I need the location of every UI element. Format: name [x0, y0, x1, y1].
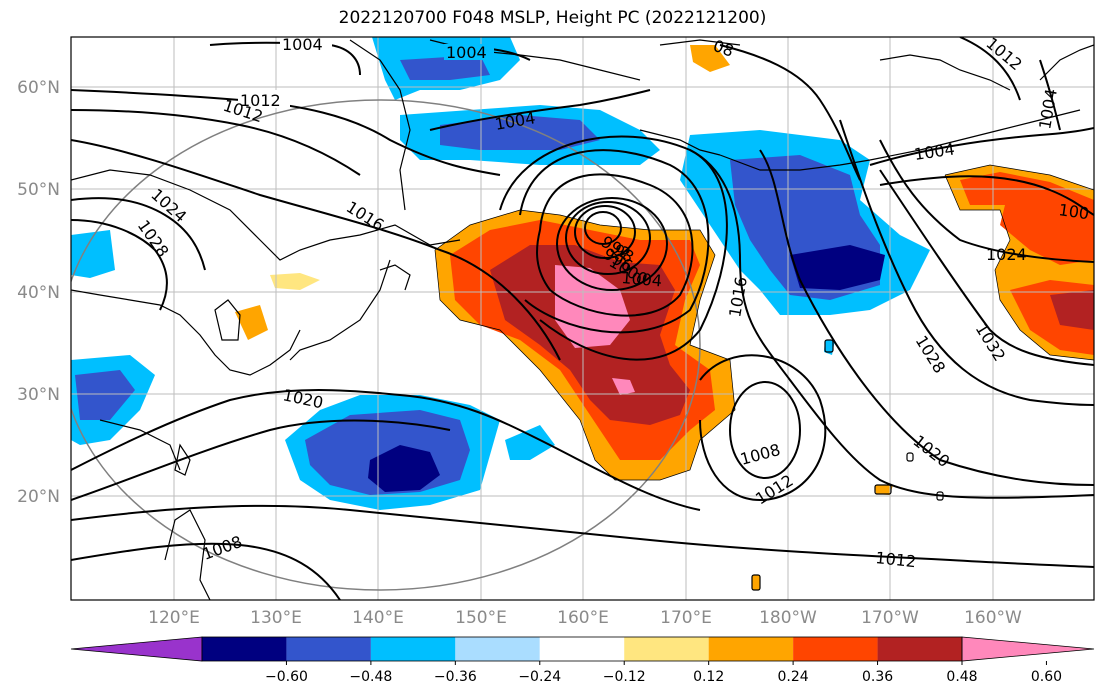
lon-label: 160°W: [964, 608, 1022, 628]
colorbar-tick-label: −0.48: [349, 669, 392, 685]
lon-label: 120°E: [148, 608, 200, 628]
colorbar-tick-label: 0.24: [778, 669, 809, 685]
domain-circle: [71, 99, 701, 591]
colorbar-segment: [793, 637, 878, 661]
lat-label: 60°N: [17, 78, 60, 98]
colorbar-tick-label: −0.24: [518, 669, 561, 685]
colorbar-tick-label: −0.60: [265, 669, 308, 685]
colorbar-segment: [624, 637, 709, 661]
colorbar-tick-label: −0.12: [603, 669, 646, 685]
colorbar-segment: [877, 637, 962, 661]
graticule: [71, 37, 1094, 600]
colorbar-ticks: −0.60 −0.48 −0.36 −0.24 −0.12 0.12 0.24 0.36 0.4…: [265, 661, 1062, 685]
small-anomaly-patches: [235, 45, 893, 590]
lon-label: 180°W: [759, 608, 817, 628]
longitude-labels: 120°E 130°E 140°E 150°E 160°E 170°E 180°…: [148, 608, 1022, 628]
contour-label: 08: [711, 36, 737, 61]
colorbar-tick-label: −0.36: [434, 669, 477, 685]
colorbar-tick-label: 0.60: [1031, 669, 1062, 685]
lat-label: 20°N: [17, 487, 60, 507]
colorbar-segment: [286, 637, 371, 661]
colorbar-border: [201, 636, 963, 662]
map-title: 2022120700 F048 MSLP, Height PC (2022121…: [338, 8, 767, 28]
lat-label: 30°N: [17, 385, 60, 405]
negative-anomaly-south: [285, 395, 555, 510]
contour-label: 1004: [621, 268, 663, 290]
lon-label: 170°W: [861, 608, 919, 628]
colorbar: [70, 636, 1095, 662]
lat-label: 40°N: [17, 283, 60, 303]
contour-label: 1004: [282, 35, 323, 54]
latitude-labels: 60°N 50°N 40°N 30°N 20°N: [17, 78, 60, 507]
colorbar-segment: [455, 637, 540, 661]
colorbar-segment: [539, 637, 625, 661]
map-content: 1004 1004 1004 1004 1004 1004 1012 1012 …: [71, 35, 1094, 600]
colorbar-segment: [708, 637, 794, 661]
colorbar-tick-label: 0.12: [693, 669, 724, 685]
lon-label: 150°E: [455, 608, 507, 628]
lon-label: 140°E: [352, 608, 404, 628]
contour-label: 1012: [240, 91, 281, 110]
lon-label: 130°E: [250, 608, 302, 628]
colorbar-extend-max: [961, 636, 1095, 662]
negative-anomaly-north: [71, 37, 930, 445]
colorbar-tick-label: 0.36: [862, 669, 893, 685]
lon-label: 160°E: [557, 608, 609, 628]
contour-label: 1012: [875, 548, 917, 571]
map-frame: [70, 36, 1095, 601]
islands: [751, 339, 944, 591]
contour-label: 100: [1057, 200, 1090, 223]
lon-label: 170°E: [660, 608, 712, 628]
colorbar-extend-min: [70, 636, 203, 662]
colorbar-segment: [370, 637, 456, 661]
colorbar-segment: [202, 637, 287, 661]
contour-label: 1004: [446, 43, 487, 62]
colorbar-tick-label: 0.48: [946, 669, 977, 685]
contour-label: 1024: [986, 245, 1027, 264]
lat-label: 50°N: [17, 180, 60, 200]
